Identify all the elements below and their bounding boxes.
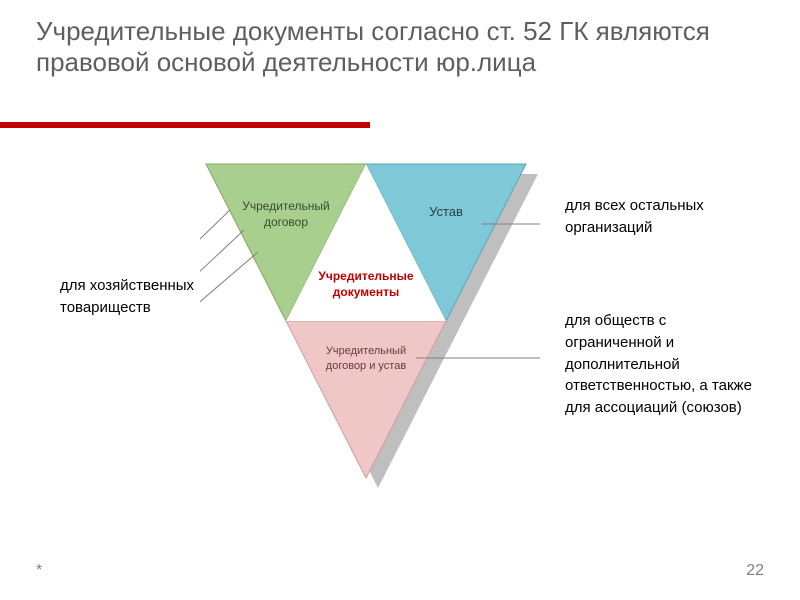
page-number-text: 22 <box>746 562 764 579</box>
label-right-top: для всех остальных организаций <box>565 195 735 239</box>
triangle-diagram: Учредительный договор Устав Учредительны… <box>200 158 540 498</box>
callout-left-3 <box>200 252 258 312</box>
callout-left-2 <box>200 230 244 290</box>
label-right-bottom-text: для обществ с ограниченной и дополнитель… <box>565 312 752 416</box>
footer-star-text: * <box>36 562 42 579</box>
node-top-right-label1: Устав <box>429 204 463 219</box>
page-title: Учредительные документы согласно ст. 52 … <box>36 16 756 77</box>
slide: Учредительные документы согласно ст. 52 … <box>0 0 800 600</box>
label-left: для хозяйственных товариществ <box>60 275 200 319</box>
label-left-text: для хозяйственных товариществ <box>60 277 194 316</box>
node-bottom-label2: договор и устав <box>326 360 407 372</box>
label-right-bottom: для обществ с ограниченной и дополнитель… <box>565 310 765 419</box>
node-center-label1: Учредительные <box>318 269 413 283</box>
node-top-left-label2: договор <box>264 215 308 229</box>
title-text: Учредительные документы согласно ст. 52 … <box>36 16 756 77</box>
footer-star: * <box>36 562 42 580</box>
label-right-top-text: для всех остальных организаций <box>565 197 704 236</box>
node-center-label2: документы <box>333 285 399 299</box>
node-top-left-label1: Учредительный <box>242 199 330 213</box>
accent-bar <box>0 122 370 128</box>
page-number: 22 <box>746 562 764 580</box>
node-bottom-label1: Учредительный <box>326 345 406 357</box>
diagram-svg: Учредительный договор Устав Учредительны… <box>200 158 540 498</box>
